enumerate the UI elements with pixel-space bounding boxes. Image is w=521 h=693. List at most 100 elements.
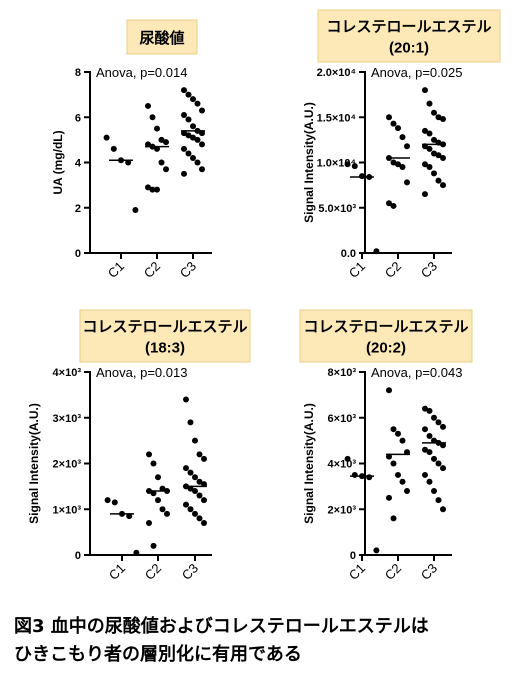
data-point <box>440 182 446 189</box>
title-box <box>317 9 501 63</box>
data-point <box>390 460 397 467</box>
data-point <box>422 161 428 168</box>
annotation: Anova, p=0.043 <box>371 365 462 380</box>
data-point <box>373 248 380 255</box>
chart-title: (18:3) <box>145 340 185 357</box>
charts: 尿酸値 0 2 4 6 8 UA (mg/dL) Anova, p=0.014 C1 C2 C3 コレ… <box>27 9 501 583</box>
y-axis-label: Signal Intensity(A.U.) <box>302 102 316 223</box>
data-point <box>187 506 194 513</box>
data-point <box>431 437 437 444</box>
data-point <box>373 547 380 554</box>
data-point <box>146 519 152 526</box>
y-tick-label: 0 <box>75 248 81 260</box>
y-tick-label: 5.0×10³ <box>318 203 356 215</box>
data-point <box>431 109 437 116</box>
data-point <box>145 184 151 191</box>
data-point <box>103 134 110 141</box>
y-tick-label: 4 <box>75 158 82 170</box>
y-tick-label: 6×10³ <box>328 413 357 425</box>
data-point <box>154 145 160 152</box>
data-point <box>199 107 205 114</box>
data-point <box>386 387 392 394</box>
data-point <box>395 430 401 437</box>
data-point <box>158 136 165 143</box>
title-box <box>299 309 473 363</box>
data-point <box>181 130 187 137</box>
data-point <box>435 177 442 184</box>
data-point <box>404 449 410 456</box>
y-tick-label: 4×10³ <box>328 459 357 471</box>
data-point <box>181 87 187 94</box>
data-point <box>386 494 392 501</box>
data-point <box>196 478 203 485</box>
data-point <box>125 159 132 166</box>
data-point <box>199 141 205 148</box>
y-tick-label: 2×10³ <box>328 504 357 516</box>
data-point <box>185 91 192 98</box>
data-point <box>104 497 111 504</box>
chart-title: コレステロールエステル <box>82 319 247 336</box>
data-point <box>431 136 437 143</box>
data-point <box>190 123 196 130</box>
data-point <box>132 207 139 214</box>
y-axis-label: Signal Intensity(A.U.) <box>27 403 41 524</box>
data-point <box>187 419 194 426</box>
data-point <box>192 487 198 494</box>
x-tick-label: C3 <box>179 561 201 583</box>
data-point <box>150 460 157 467</box>
x-tick-label: C2 <box>382 561 404 583</box>
data-point <box>386 200 392 207</box>
data-point <box>404 179 410 186</box>
data-point <box>192 510 198 517</box>
data-point <box>426 164 433 171</box>
data-point <box>435 460 442 467</box>
data-point <box>404 143 410 150</box>
data-point <box>201 497 207 504</box>
data-point <box>422 405 428 412</box>
y-tick-label: 2.0×10⁴ <box>317 67 356 79</box>
data-point <box>159 506 166 513</box>
data-point <box>187 485 194 492</box>
data-point <box>201 481 207 488</box>
data-point <box>422 446 428 453</box>
title-box <box>126 19 198 55</box>
annotation: Anova, p=0.014 <box>96 65 187 80</box>
title-box <box>79 309 251 363</box>
x-tick-label: C1 <box>346 259 368 281</box>
data-point <box>145 141 151 148</box>
data-point <box>431 487 437 494</box>
x-tick-label: C2 <box>142 561 164 583</box>
data-point <box>390 426 397 433</box>
annotation: Anova, p=0.025 <box>371 65 462 80</box>
data-point <box>426 130 433 137</box>
data-point <box>426 478 433 485</box>
y-tick-label: 2 <box>75 203 81 215</box>
data-point <box>395 161 401 168</box>
data-point <box>351 471 358 478</box>
data-point <box>426 145 433 152</box>
data-point <box>386 114 392 121</box>
data-point <box>183 501 189 508</box>
x-tick-label: C1 <box>106 561 128 583</box>
data-point <box>196 492 203 499</box>
y-tick-label: 3×10³ <box>53 413 82 425</box>
data-point <box>431 414 437 421</box>
y-tick-label: 6 <box>75 112 81 124</box>
y-tick-label: 1.5×10⁴ <box>317 112 356 124</box>
data-point <box>196 515 203 522</box>
chart-title: コレステロールエステル <box>303 319 468 336</box>
data-point <box>431 150 437 157</box>
data-point <box>190 96 196 103</box>
data-point <box>399 437 406 444</box>
data-point <box>183 396 189 403</box>
data-point <box>181 145 187 152</box>
data-point <box>422 191 428 198</box>
y-axis-label: Signal Intensity(A.U.) <box>302 403 316 524</box>
data-point <box>395 471 401 478</box>
data-point <box>111 499 118 506</box>
data-point <box>422 127 428 134</box>
data-point <box>201 455 207 462</box>
data-point <box>190 134 196 141</box>
data-point <box>164 510 170 517</box>
data-point <box>435 419 442 426</box>
